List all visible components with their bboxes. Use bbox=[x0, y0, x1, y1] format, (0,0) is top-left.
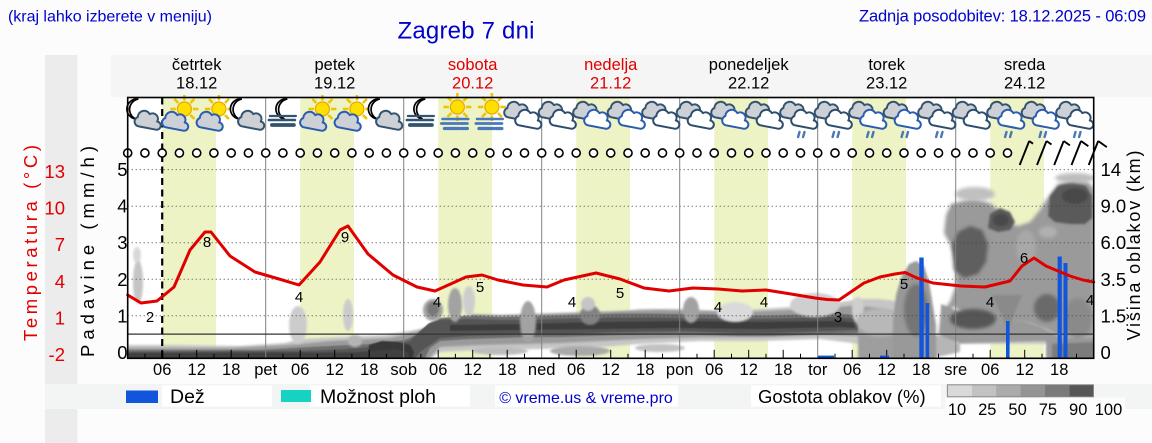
svg-text:10: 10 bbox=[44, 198, 65, 219]
svg-text:75: 75 bbox=[1039, 401, 1057, 419]
svg-text:0: 0 bbox=[117, 342, 127, 363]
svg-text:18: 18 bbox=[498, 361, 516, 379]
svg-text:100: 100 bbox=[1095, 401, 1123, 419]
svg-text:4: 4 bbox=[117, 196, 127, 217]
svg-text:1.5: 1.5 bbox=[1101, 305, 1127, 326]
svg-text:12: 12 bbox=[740, 361, 758, 379]
svg-text:24.12: 24.12 bbox=[1004, 75, 1045, 93]
svg-text:12: 12 bbox=[326, 361, 344, 379]
svg-text:12: 12 bbox=[188, 361, 206, 379]
svg-text:2: 2 bbox=[117, 269, 127, 290]
svg-text:21.12: 21.12 bbox=[590, 75, 631, 93]
svg-text:sreda: sreda bbox=[1004, 56, 1046, 74]
svg-text:7: 7 bbox=[55, 234, 65, 255]
svg-text:12: 12 bbox=[602, 361, 620, 379]
svg-text:ned: ned bbox=[528, 361, 556, 379]
svg-text:4: 4 bbox=[714, 299, 722, 316]
svg-text:5: 5 bbox=[476, 279, 484, 296]
svg-text:3: 3 bbox=[117, 232, 127, 253]
svg-text:06: 06 bbox=[567, 361, 585, 379]
svg-text:pon: pon bbox=[666, 361, 694, 379]
svg-text:06: 06 bbox=[843, 361, 861, 379]
svg-text:nedelja: nedelja bbox=[584, 56, 638, 74]
svg-text:22.12: 22.12 bbox=[728, 75, 769, 93]
svg-text:06: 06 bbox=[429, 361, 447, 379]
svg-text:© vreme.us & vreme.pro: © vreme.us & vreme.pro bbox=[499, 390, 673, 407]
svg-text:9: 9 bbox=[341, 229, 349, 246]
svg-text:3.5: 3.5 bbox=[1101, 269, 1127, 290]
svg-text:18: 18 bbox=[360, 361, 378, 379]
svg-text:18: 18 bbox=[1050, 361, 1068, 379]
svg-text:1: 1 bbox=[117, 305, 127, 326]
svg-text:18: 18 bbox=[912, 361, 930, 379]
svg-text:18.12: 18.12 bbox=[176, 75, 217, 93]
svg-text:9.0: 9.0 bbox=[1101, 196, 1127, 217]
svg-text:06: 06 bbox=[291, 361, 309, 379]
svg-text:0: 0 bbox=[1101, 342, 1111, 363]
svg-text:4: 4 bbox=[1086, 292, 1094, 309]
svg-text:4: 4 bbox=[986, 294, 994, 311]
svg-text:12: 12 bbox=[1016, 361, 1034, 379]
svg-text:Dež: Dež bbox=[170, 386, 205, 408]
svg-text:petek: petek bbox=[315, 56, 356, 74]
svg-text:18: 18 bbox=[636, 361, 654, 379]
svg-text:četrtek: četrtek bbox=[172, 56, 222, 74]
svg-text:5: 5 bbox=[900, 276, 908, 293]
svg-text:4: 4 bbox=[433, 294, 441, 311]
svg-text:14: 14 bbox=[1101, 159, 1122, 180]
svg-text:2: 2 bbox=[146, 309, 154, 326]
svg-text:5: 5 bbox=[616, 285, 624, 302]
svg-text:4: 4 bbox=[568, 294, 576, 311]
svg-text:sre: sre bbox=[944, 361, 967, 379]
svg-text:06: 06 bbox=[153, 361, 171, 379]
svg-text:Zadnja posodobitev: 18.12.2025: Zadnja posodobitev: 18.12.2025 - 06:09 bbox=[859, 8, 1146, 26]
svg-text:25: 25 bbox=[978, 401, 996, 419]
svg-text:8: 8 bbox=[203, 234, 211, 251]
svg-text:12: 12 bbox=[464, 361, 482, 379]
svg-text:10: 10 bbox=[948, 401, 966, 419]
svg-text:sob: sob bbox=[390, 361, 417, 379]
svg-text:3: 3 bbox=[834, 309, 842, 326]
svg-text:Zagreb 7 dni: Zagreb 7 dni bbox=[398, 18, 535, 45]
svg-text:23.12: 23.12 bbox=[866, 75, 907, 93]
svg-text:06: 06 bbox=[981, 361, 999, 379]
svg-text:06: 06 bbox=[705, 361, 723, 379]
svg-text:12: 12 bbox=[878, 361, 896, 379]
svg-text:Padavine (mm/h): Padavine (mm/h) bbox=[77, 146, 98, 357]
svg-text:6.0: 6.0 bbox=[1101, 232, 1127, 253]
svg-text:1: 1 bbox=[55, 307, 65, 328]
svg-text:-2: -2 bbox=[49, 344, 65, 365]
svg-text:4: 4 bbox=[760, 294, 768, 311]
svg-text:(kraj lahko izberete v meniju): (kraj lahko izberete v meniju) bbox=[8, 9, 212, 26]
svg-text:Gostota oblakov (%): Gostota oblakov (%) bbox=[758, 386, 926, 407]
svg-text:50: 50 bbox=[1008, 401, 1026, 419]
svg-text:Temperatura (°C): Temperatura (°C) bbox=[20, 145, 41, 341]
svg-text:Možnost ploh: Možnost ploh bbox=[320, 386, 436, 408]
svg-text:18: 18 bbox=[222, 361, 240, 379]
svg-text:sobota: sobota bbox=[448, 56, 498, 74]
svg-text:torek: torek bbox=[868, 56, 905, 74]
svg-text:13: 13 bbox=[44, 161, 65, 182]
svg-text:19.12: 19.12 bbox=[314, 75, 355, 93]
svg-text:6: 6 bbox=[1020, 250, 1028, 267]
svg-text:tor: tor bbox=[808, 361, 828, 379]
svg-text:4: 4 bbox=[295, 289, 303, 306]
svg-text:5: 5 bbox=[117, 159, 127, 180]
svg-text:pet: pet bbox=[254, 361, 277, 379]
svg-text:20.12: 20.12 bbox=[452, 75, 493, 93]
svg-text:4: 4 bbox=[55, 271, 65, 292]
svg-text:90: 90 bbox=[1069, 401, 1087, 419]
svg-text:18: 18 bbox=[774, 361, 792, 379]
svg-text:ponedeljek: ponedeljek bbox=[709, 56, 790, 74]
